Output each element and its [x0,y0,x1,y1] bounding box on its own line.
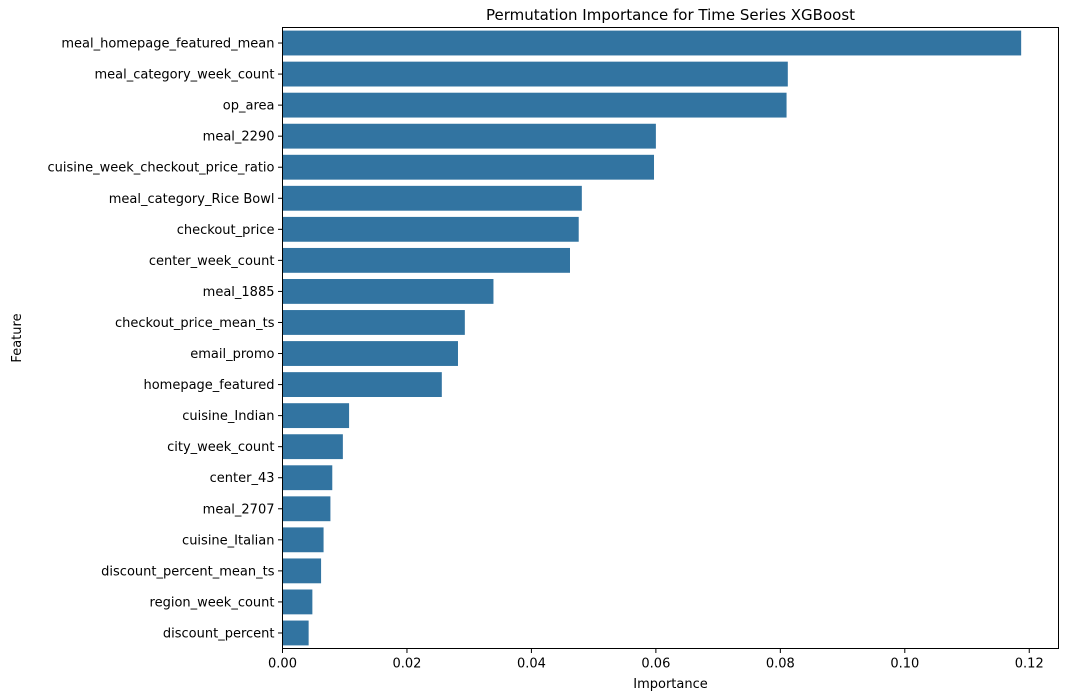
y-tick-label-4: cuisine_week_checkout_price_ratio [48,161,275,176]
bar-1 [282,61,788,87]
y-tick-label-17: discount_percent_mean_ts [101,564,275,579]
y-tick-label-15: meal_2707 [203,502,275,517]
bar-7 [282,247,570,273]
y-tick-label-16: cuisine_Italian [182,533,274,548]
y-tick-label-6: checkout_price [177,223,275,238]
chart-title: Permutation Importance for Time Series X… [486,6,855,24]
bar-16 [282,527,324,553]
bar-11 [282,372,442,397]
x-tick-label-0: 0.00 [268,657,297,672]
plot-frame [282,27,1059,649]
bar-4 [282,154,655,180]
y-tick-label-19: discount_percent [163,626,275,641]
bar-3 [282,123,656,149]
bar-5 [282,185,582,211]
bars-group [282,30,1022,646]
y-tick-label-9: checkout_price_mean_ts [115,316,275,331]
x-tick-label-4: 0.08 [766,657,795,672]
x-tick-label-1: 0.02 [392,657,421,672]
y-tick-label-18: region_week_count [150,595,275,610]
x-tick-label-6: 0.12 [1015,657,1044,672]
y-axis-label: Feature [10,313,25,362]
x-tick-label-5: 0.10 [890,657,919,672]
y-tick-labels: meal_homepage_featured_mean meal_category… [48,37,283,641]
y-tick-label-1: meal_category_week_count [94,68,274,83]
x-axis-label: Importance [633,677,708,692]
bar-19 [282,620,309,646]
y-tick-label-3: meal_2290 [203,130,275,145]
bar-8 [282,279,494,304]
bar-6 [282,216,579,242]
bar-9 [282,310,465,335]
x-tick-label-2: 0.04 [517,657,546,672]
bar-14 [282,465,333,491]
bar-15 [282,496,331,522]
bar-10 [282,341,458,366]
y-tick-label-14: center_43 [210,471,275,486]
bar-12 [282,403,350,429]
y-tick-label-0: meal_homepage_featured_mean [61,37,274,52]
x-ticks: 0.00 0.02 0.04 0.06 0.08 0.10 0.12 [268,648,1044,672]
bar-18 [282,589,313,615]
y-tick-label-10: email_promo [190,347,274,362]
bar-0 [282,30,1022,56]
y-tick-label-2: op_area [223,99,275,114]
y-tick-label-8: meal_1885 [203,285,275,300]
y-tick-label-12: cuisine_Indian [182,409,274,424]
y-tick-label-5: meal_category_Rice Bowl [109,192,275,207]
y-tick-label-13: city_week_count [167,440,274,455]
x-tick-label-3: 0.06 [641,657,670,672]
y-tick-label-7: center_week_count [149,254,275,269]
y-tick-label-11: homepage_featured [143,378,274,393]
bar-17 [282,558,322,584]
bar-2 [282,92,787,118]
bar-13 [282,434,343,460]
